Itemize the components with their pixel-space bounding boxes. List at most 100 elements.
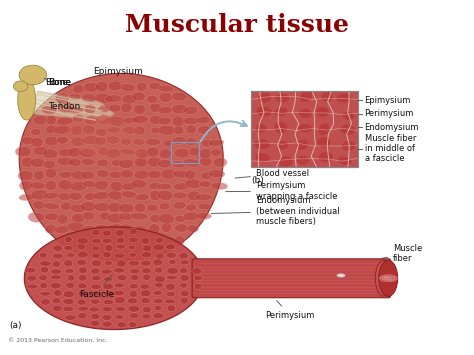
Ellipse shape xyxy=(388,277,391,278)
Ellipse shape xyxy=(391,275,393,277)
Ellipse shape xyxy=(78,283,87,289)
Ellipse shape xyxy=(131,179,147,188)
Ellipse shape xyxy=(384,278,387,279)
Ellipse shape xyxy=(389,278,392,279)
Ellipse shape xyxy=(380,278,383,280)
Ellipse shape xyxy=(97,170,109,178)
Ellipse shape xyxy=(385,277,388,279)
Ellipse shape xyxy=(146,147,159,157)
Text: Bone: Bone xyxy=(44,77,71,87)
Ellipse shape xyxy=(122,245,138,252)
Ellipse shape xyxy=(391,280,393,282)
Ellipse shape xyxy=(394,277,397,279)
Ellipse shape xyxy=(297,140,308,150)
Ellipse shape xyxy=(45,224,56,233)
Ellipse shape xyxy=(114,283,124,288)
Ellipse shape xyxy=(130,213,148,220)
Ellipse shape xyxy=(274,122,287,133)
Ellipse shape xyxy=(53,253,64,259)
Ellipse shape xyxy=(114,297,125,304)
Ellipse shape xyxy=(149,82,162,90)
Ellipse shape xyxy=(121,182,138,190)
Ellipse shape xyxy=(58,148,74,157)
Ellipse shape xyxy=(180,283,188,288)
Ellipse shape xyxy=(385,280,388,282)
Ellipse shape xyxy=(98,105,110,112)
Ellipse shape xyxy=(55,226,69,234)
Ellipse shape xyxy=(42,149,58,159)
Text: Epimysium: Epimysium xyxy=(365,96,411,105)
Ellipse shape xyxy=(201,139,213,147)
Ellipse shape xyxy=(102,306,112,312)
Ellipse shape xyxy=(174,236,185,245)
Ellipse shape xyxy=(132,226,146,234)
Ellipse shape xyxy=(392,278,394,280)
Ellipse shape xyxy=(77,251,88,258)
Ellipse shape xyxy=(337,274,345,277)
Ellipse shape xyxy=(54,289,62,296)
Ellipse shape xyxy=(166,275,178,280)
Ellipse shape xyxy=(385,279,388,281)
Ellipse shape xyxy=(67,274,75,281)
Ellipse shape xyxy=(384,277,387,279)
Ellipse shape xyxy=(96,115,112,124)
Ellipse shape xyxy=(120,83,135,92)
Ellipse shape xyxy=(384,278,387,279)
Ellipse shape xyxy=(147,170,162,179)
Ellipse shape xyxy=(393,279,396,281)
Ellipse shape xyxy=(120,148,137,155)
Ellipse shape xyxy=(128,261,140,266)
FancyBboxPatch shape xyxy=(192,259,391,298)
Text: (a): (a) xyxy=(9,321,22,330)
Ellipse shape xyxy=(121,191,137,198)
Ellipse shape xyxy=(56,136,68,144)
Text: Perimysium: Perimysium xyxy=(265,300,315,320)
Ellipse shape xyxy=(151,127,161,133)
Ellipse shape xyxy=(66,106,84,113)
Ellipse shape xyxy=(254,139,270,149)
Ellipse shape xyxy=(77,243,86,250)
Ellipse shape xyxy=(120,236,135,245)
Ellipse shape xyxy=(105,148,121,158)
Ellipse shape xyxy=(91,229,100,235)
Ellipse shape xyxy=(380,276,383,278)
Ellipse shape xyxy=(153,244,164,251)
Ellipse shape xyxy=(180,260,189,265)
Ellipse shape xyxy=(179,268,188,274)
Ellipse shape xyxy=(380,277,383,278)
Ellipse shape xyxy=(91,253,100,258)
Ellipse shape xyxy=(44,160,55,169)
Ellipse shape xyxy=(54,125,71,134)
Ellipse shape xyxy=(319,152,333,162)
Ellipse shape xyxy=(103,300,114,305)
Ellipse shape xyxy=(379,278,382,279)
Ellipse shape xyxy=(384,280,387,282)
Ellipse shape xyxy=(129,313,139,318)
Ellipse shape xyxy=(171,161,186,168)
Ellipse shape xyxy=(195,194,212,201)
Ellipse shape xyxy=(165,244,175,250)
Ellipse shape xyxy=(384,276,387,278)
Ellipse shape xyxy=(64,269,74,273)
Ellipse shape xyxy=(55,93,69,103)
Ellipse shape xyxy=(158,85,173,92)
Ellipse shape xyxy=(95,81,108,92)
Ellipse shape xyxy=(155,282,164,288)
Ellipse shape xyxy=(92,246,100,251)
Ellipse shape xyxy=(375,261,392,296)
Ellipse shape xyxy=(102,315,112,321)
Ellipse shape xyxy=(96,128,108,136)
Ellipse shape xyxy=(297,155,309,165)
Ellipse shape xyxy=(66,116,148,161)
Ellipse shape xyxy=(155,267,163,273)
Ellipse shape xyxy=(387,274,390,276)
Ellipse shape xyxy=(117,322,127,328)
Ellipse shape xyxy=(45,180,56,191)
Ellipse shape xyxy=(57,214,68,224)
Ellipse shape xyxy=(73,84,84,94)
Ellipse shape xyxy=(384,279,387,281)
Ellipse shape xyxy=(316,107,329,117)
Bar xyxy=(171,142,199,163)
Ellipse shape xyxy=(146,204,158,212)
Ellipse shape xyxy=(164,299,176,304)
